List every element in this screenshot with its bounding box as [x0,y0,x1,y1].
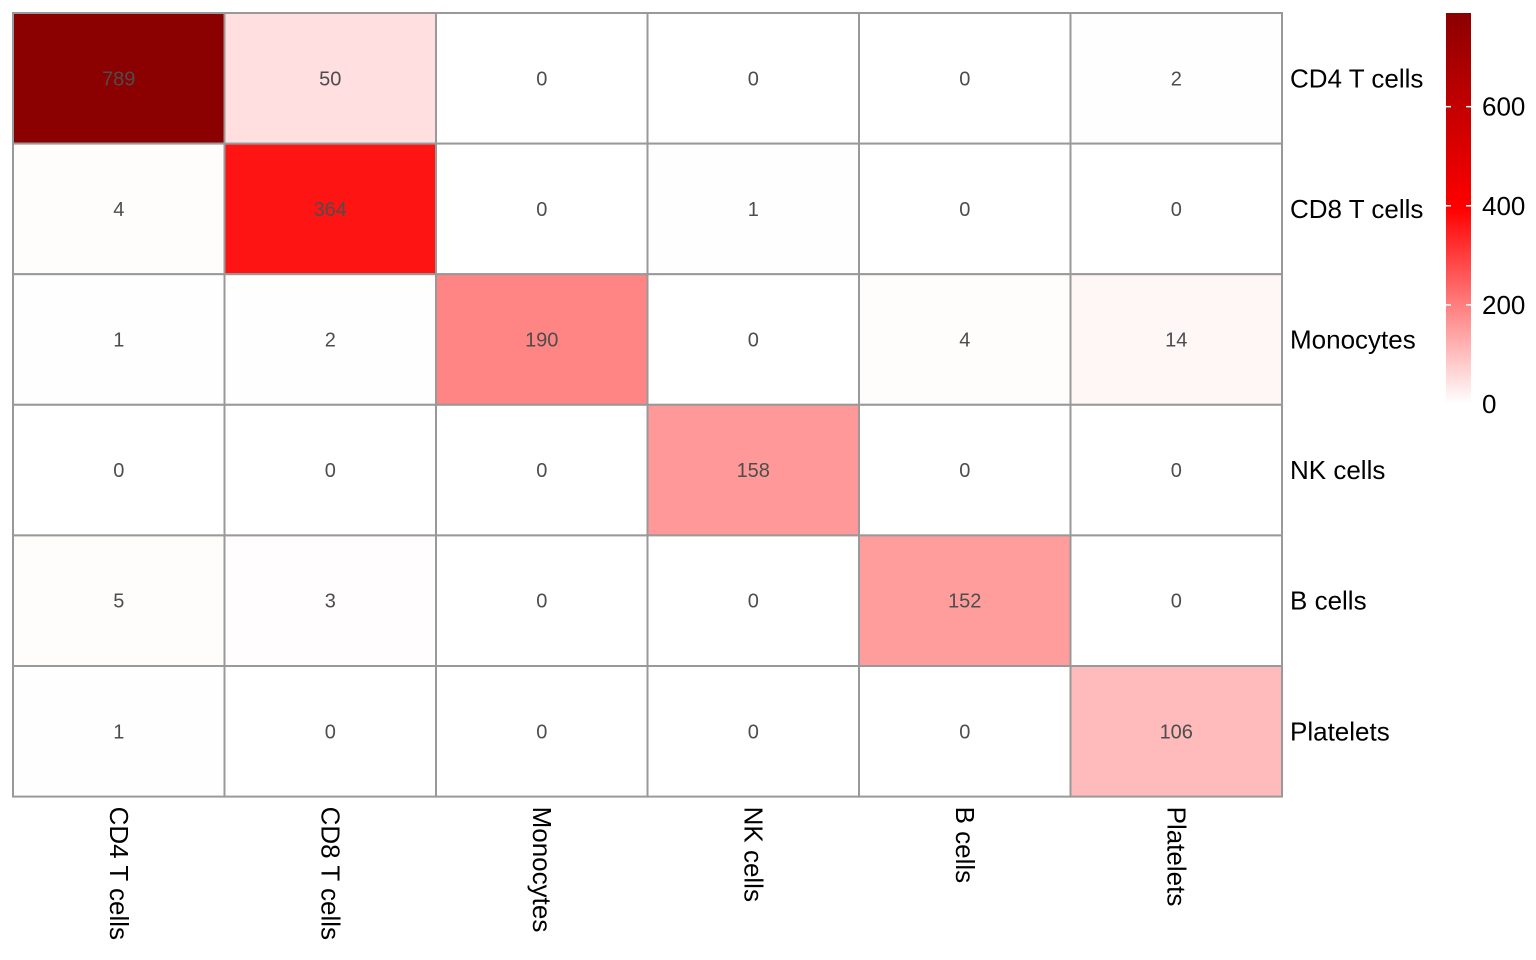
heatmap-cell [223,403,437,537]
heatmap-cell [12,12,226,145]
legend-tick-label: 200 [1482,290,1525,320]
cell-value-label: 0 [1171,199,1182,221]
heatmap-cell [435,534,649,668]
column-label: Monocytes [527,807,557,933]
column-label: B cells [950,807,980,884]
heatmap-cell [435,403,649,537]
legend-tick-label: 400 [1482,191,1525,221]
legend-tick-label: 0 [1482,389,1496,419]
cell-value-label: 0 [959,460,970,482]
cell-value-label: 2 [1171,68,1182,90]
cell-value-label: 158 [737,460,770,482]
heatmap-cell [646,273,860,406]
cell-value-label: 1 [113,721,124,743]
row-label: NK cells [1290,455,1385,485]
cell-value-label: 0 [536,721,547,743]
heatmap-cell [12,403,226,537]
heatmap-cell [858,534,1072,668]
cell-value-label: 106 [1160,721,1193,743]
cell-value-label: 0 [1171,460,1182,482]
heatmap-cell [223,12,437,145]
heatmap-cell [1069,534,1283,668]
row-label: Platelets [1290,716,1390,746]
heatmap-cell [12,273,226,406]
cell-value-label: 0 [959,68,970,90]
heatmap-cell [646,534,860,668]
legend-tick-label: 600 [1482,92,1525,122]
column-label: CD8 T cells [315,807,345,940]
color-legend: 0 200 400 600 [1446,13,1525,419]
cell-value-label: 3 [325,591,336,613]
cell-value-label: 0 [959,199,970,221]
heatmap-cell [12,534,226,668]
column-label: Platelets [1161,807,1191,907]
heatmap-cell [1069,142,1283,276]
cell-value-label: 789 [102,68,135,90]
cell-value-label: 0 [748,721,759,743]
row-labels: CD4 T cells CD8 T cells Monocytes NK cells B… [1290,63,1423,746]
heatmap-cell [12,665,226,798]
cell-value-label: 2 [325,330,336,352]
cell-value-label: 0 [536,591,547,613]
cell-value-label: 0 [325,460,336,482]
cell-value-label: 0 [536,460,547,482]
cell-value-label: 0 [536,199,547,221]
cell-value-label: 1 [748,199,759,221]
heatmap-cell [435,12,649,145]
cell-value-label: 5 [113,591,124,613]
cell-value-label: 1 [113,330,124,352]
legend-color-bar [1446,13,1471,404]
heatmap-cell [223,142,437,276]
heatmap-cell [646,142,860,276]
heatmap-cell [858,403,1072,537]
cell-value-label: 4 [113,199,124,221]
row-label: B cells [1290,586,1367,616]
cell-value-label: 0 [748,330,759,352]
column-labels: CD4 T cells CD8 T cells Monocytes NK cells B… [104,807,1192,940]
heatmap-cell [1069,12,1283,145]
column-label: NK cells [738,807,768,902]
column-label: CD4 T cells [104,807,134,940]
cell-value-label: 364 [314,199,347,221]
cell-value-label: 152 [948,591,981,613]
heatmap-cell [646,665,860,798]
heatmap-cell [646,12,860,145]
cell-value-label: 0 [959,721,970,743]
cell-value-label: 0 [325,721,336,743]
cell-value-label: 0 [748,68,759,90]
heatmap-cell [1069,665,1283,798]
row-label: CD8 T cells [1290,194,1423,224]
heatmap-cell [858,12,1072,145]
cell-value-label: 0 [113,460,124,482]
heatmap-cell [858,665,1072,798]
heatmap-cell [646,403,860,537]
heatmap-cell [858,273,1072,406]
cell-value-label: 50 [319,68,341,90]
cell-value-label: 0 [536,68,547,90]
cell-value-label: 190 [525,330,558,352]
cell-value-label: 0 [1171,591,1182,613]
cell-value-label: 4 [959,330,970,352]
heatmap-cell [223,273,437,406]
heatmap-cells: 789 50 0 0 0 2 4 364 0 1 0 0 1 2 190 0 4 14 0 0 0 158 0 0 5 3 0 0 15… [12,12,1283,798]
cell-value-label: 0 [748,591,759,613]
cell-value-label: 14 [1165,330,1187,352]
row-label: Monocytes [1290,325,1416,355]
heatmap-cell [1069,273,1283,406]
heatmap-cell [1069,403,1283,537]
row-label: CD4 T cells [1290,63,1423,93]
